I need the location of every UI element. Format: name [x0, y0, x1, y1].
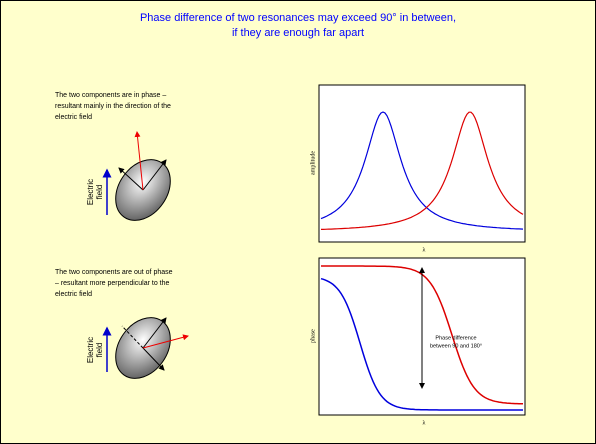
x-label: λ	[423, 420, 426, 426]
panel-text: electric field	[55, 291, 92, 298]
panel-text: electric field	[55, 114, 92, 121]
field-label: Electric	[86, 179, 95, 205]
y-label: amplitude	[310, 151, 316, 175]
curve	[320, 111, 524, 230]
field-label: Electric	[86, 337, 95, 363]
annotation: Phase difference	[435, 335, 476, 341]
panel-text: The two components are in phase –	[55, 92, 166, 99]
plot-frame	[318, 84, 526, 243]
particle-diagram	[102, 131, 171, 221]
y-label: phase	[310, 329, 316, 343]
field-label: field	[95, 185, 104, 200]
panel-text: resultant mainly in the direction of the	[55, 103, 171, 110]
panel-text: – resultant more perpendicular to the	[55, 280, 170, 287]
title: Phase difference of two resonances may e…	[140, 12, 456, 24]
curve	[320, 277, 523, 411]
field-label: field	[95, 343, 104, 358]
x-label: λ	[423, 247, 426, 253]
particle-diagram	[102, 317, 189, 379]
annotation: between 90 and 180°	[430, 343, 482, 349]
panel-text: The two components are out of phase	[55, 269, 173, 276]
curve	[321, 111, 524, 230]
title: if they are enough far apart	[232, 27, 364, 39]
